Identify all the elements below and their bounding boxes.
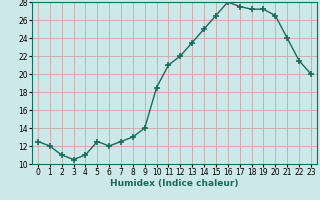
- X-axis label: Humidex (Indice chaleur): Humidex (Indice chaleur): [110, 179, 239, 188]
